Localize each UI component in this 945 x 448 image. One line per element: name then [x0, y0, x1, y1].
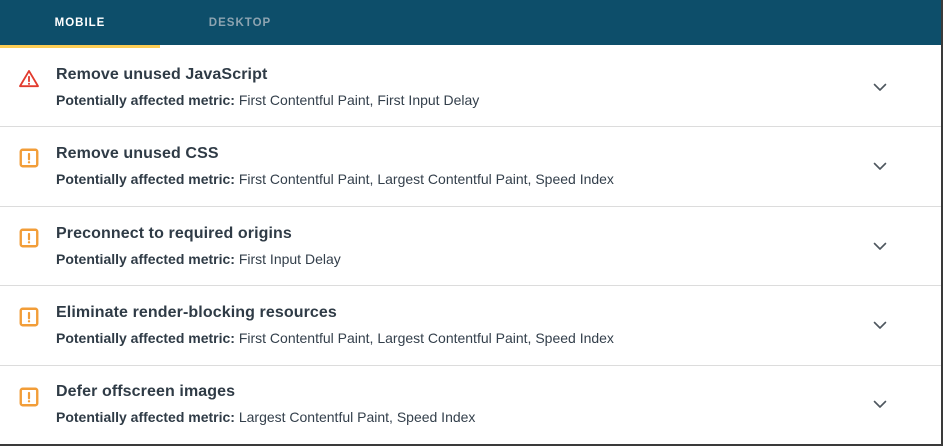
chevron-down-icon[interactable]	[869, 317, 891, 334]
audit-text-block: Defer offscreen images Potentially affec…	[56, 366, 475, 444]
audit-title: Preconnect to required origins	[56, 224, 292, 242]
warning-triangle-icon	[18, 68, 40, 90]
audit-metrics: Potentially affected metric: Largest Con…	[56, 405, 475, 430]
metric-label: Potentially affected metric:	[56, 329, 235, 346]
audit-text-block: Remove unused JavaScript Potentially aff…	[56, 48, 479, 126]
metric-values: First Contentful Paint, Largest Contentf…	[238, 329, 614, 346]
audit-title: Remove unused CSS	[56, 145, 219, 163]
warning-square-icon	[18, 227, 40, 249]
chevron-down-icon[interactable]	[869, 238, 891, 255]
audit-title: Remove unused JavaScript	[56, 65, 268, 83]
metric-label: Potentially affected metric:	[56, 91, 235, 108]
tab-desktop-label: DESKTOP	[208, 16, 272, 29]
chevron-down-icon[interactable]	[869, 79, 891, 96]
audit-row-remove-unused-javascript[interactable]: Remove unused JavaScript Potentially aff…	[0, 48, 941, 127]
metric-values: First Input Delay	[238, 250, 341, 267]
audit-text-block: Remove unused CSS Potentially affected m…	[56, 127, 614, 205]
audit-metrics: Potentially affected metric: First Conte…	[56, 167, 614, 192]
audit-row-defer-offscreen-images[interactable]: Defer offscreen images Potentially affec…	[0, 364, 941, 445]
audit-row-remove-unused-css[interactable]: Remove unused CSS Potentially affected m…	[0, 126, 941, 206]
tab-mobile[interactable]: MOBILE	[0, 0, 160, 48]
metric-values: Largest Contentful Paint, Speed Index	[238, 409, 476, 426]
device-tabbar: MOBILE DESKTOP	[0, 0, 941, 48]
warning-square-icon	[18, 386, 40, 408]
metric-values: First Contentful Paint, First Input Dela…	[238, 91, 480, 108]
audit-metrics: Potentially affected metric: First Input…	[56, 247, 341, 272]
warning-square-icon	[18, 306, 40, 328]
audit-title: Eliminate render-blocking resources	[56, 303, 337, 321]
chevron-down-icon[interactable]	[869, 158, 891, 175]
audit-metrics: Potentially affected metric: First Conte…	[56, 88, 479, 113]
metric-label: Potentially affected metric:	[56, 250, 235, 267]
metric-values: First Contentful Paint, Largest Contentf…	[238, 171, 614, 188]
audit-row-eliminate-render-blocking-resources[interactable]: Eliminate render-blocking resources Pote…	[0, 285, 941, 365]
chevron-down-icon[interactable]	[869, 396, 891, 413]
audit-title: Defer offscreen images	[56, 383, 236, 401]
audit-metrics: Potentially affected metric: First Conte…	[56, 326, 614, 351]
metric-label: Potentially affected metric:	[56, 409, 235, 426]
metric-label: Potentially affected metric:	[56, 171, 235, 188]
audit-text-block: Eliminate render-blocking resources Pote…	[56, 286, 614, 364]
audit-row-preconnect-to-required-origins[interactable]: Preconnect to required origins Potential…	[0, 205, 941, 286]
tab-mobile-label: MOBILE	[54, 16, 106, 29]
audit-text-block: Preconnect to required origins Potential…	[56, 207, 341, 285]
audit-list: Remove unused JavaScript Potentially aff…	[0, 48, 941, 445]
warning-square-icon	[18, 147, 40, 169]
tab-desktop[interactable]: DESKTOP	[160, 0, 320, 45]
